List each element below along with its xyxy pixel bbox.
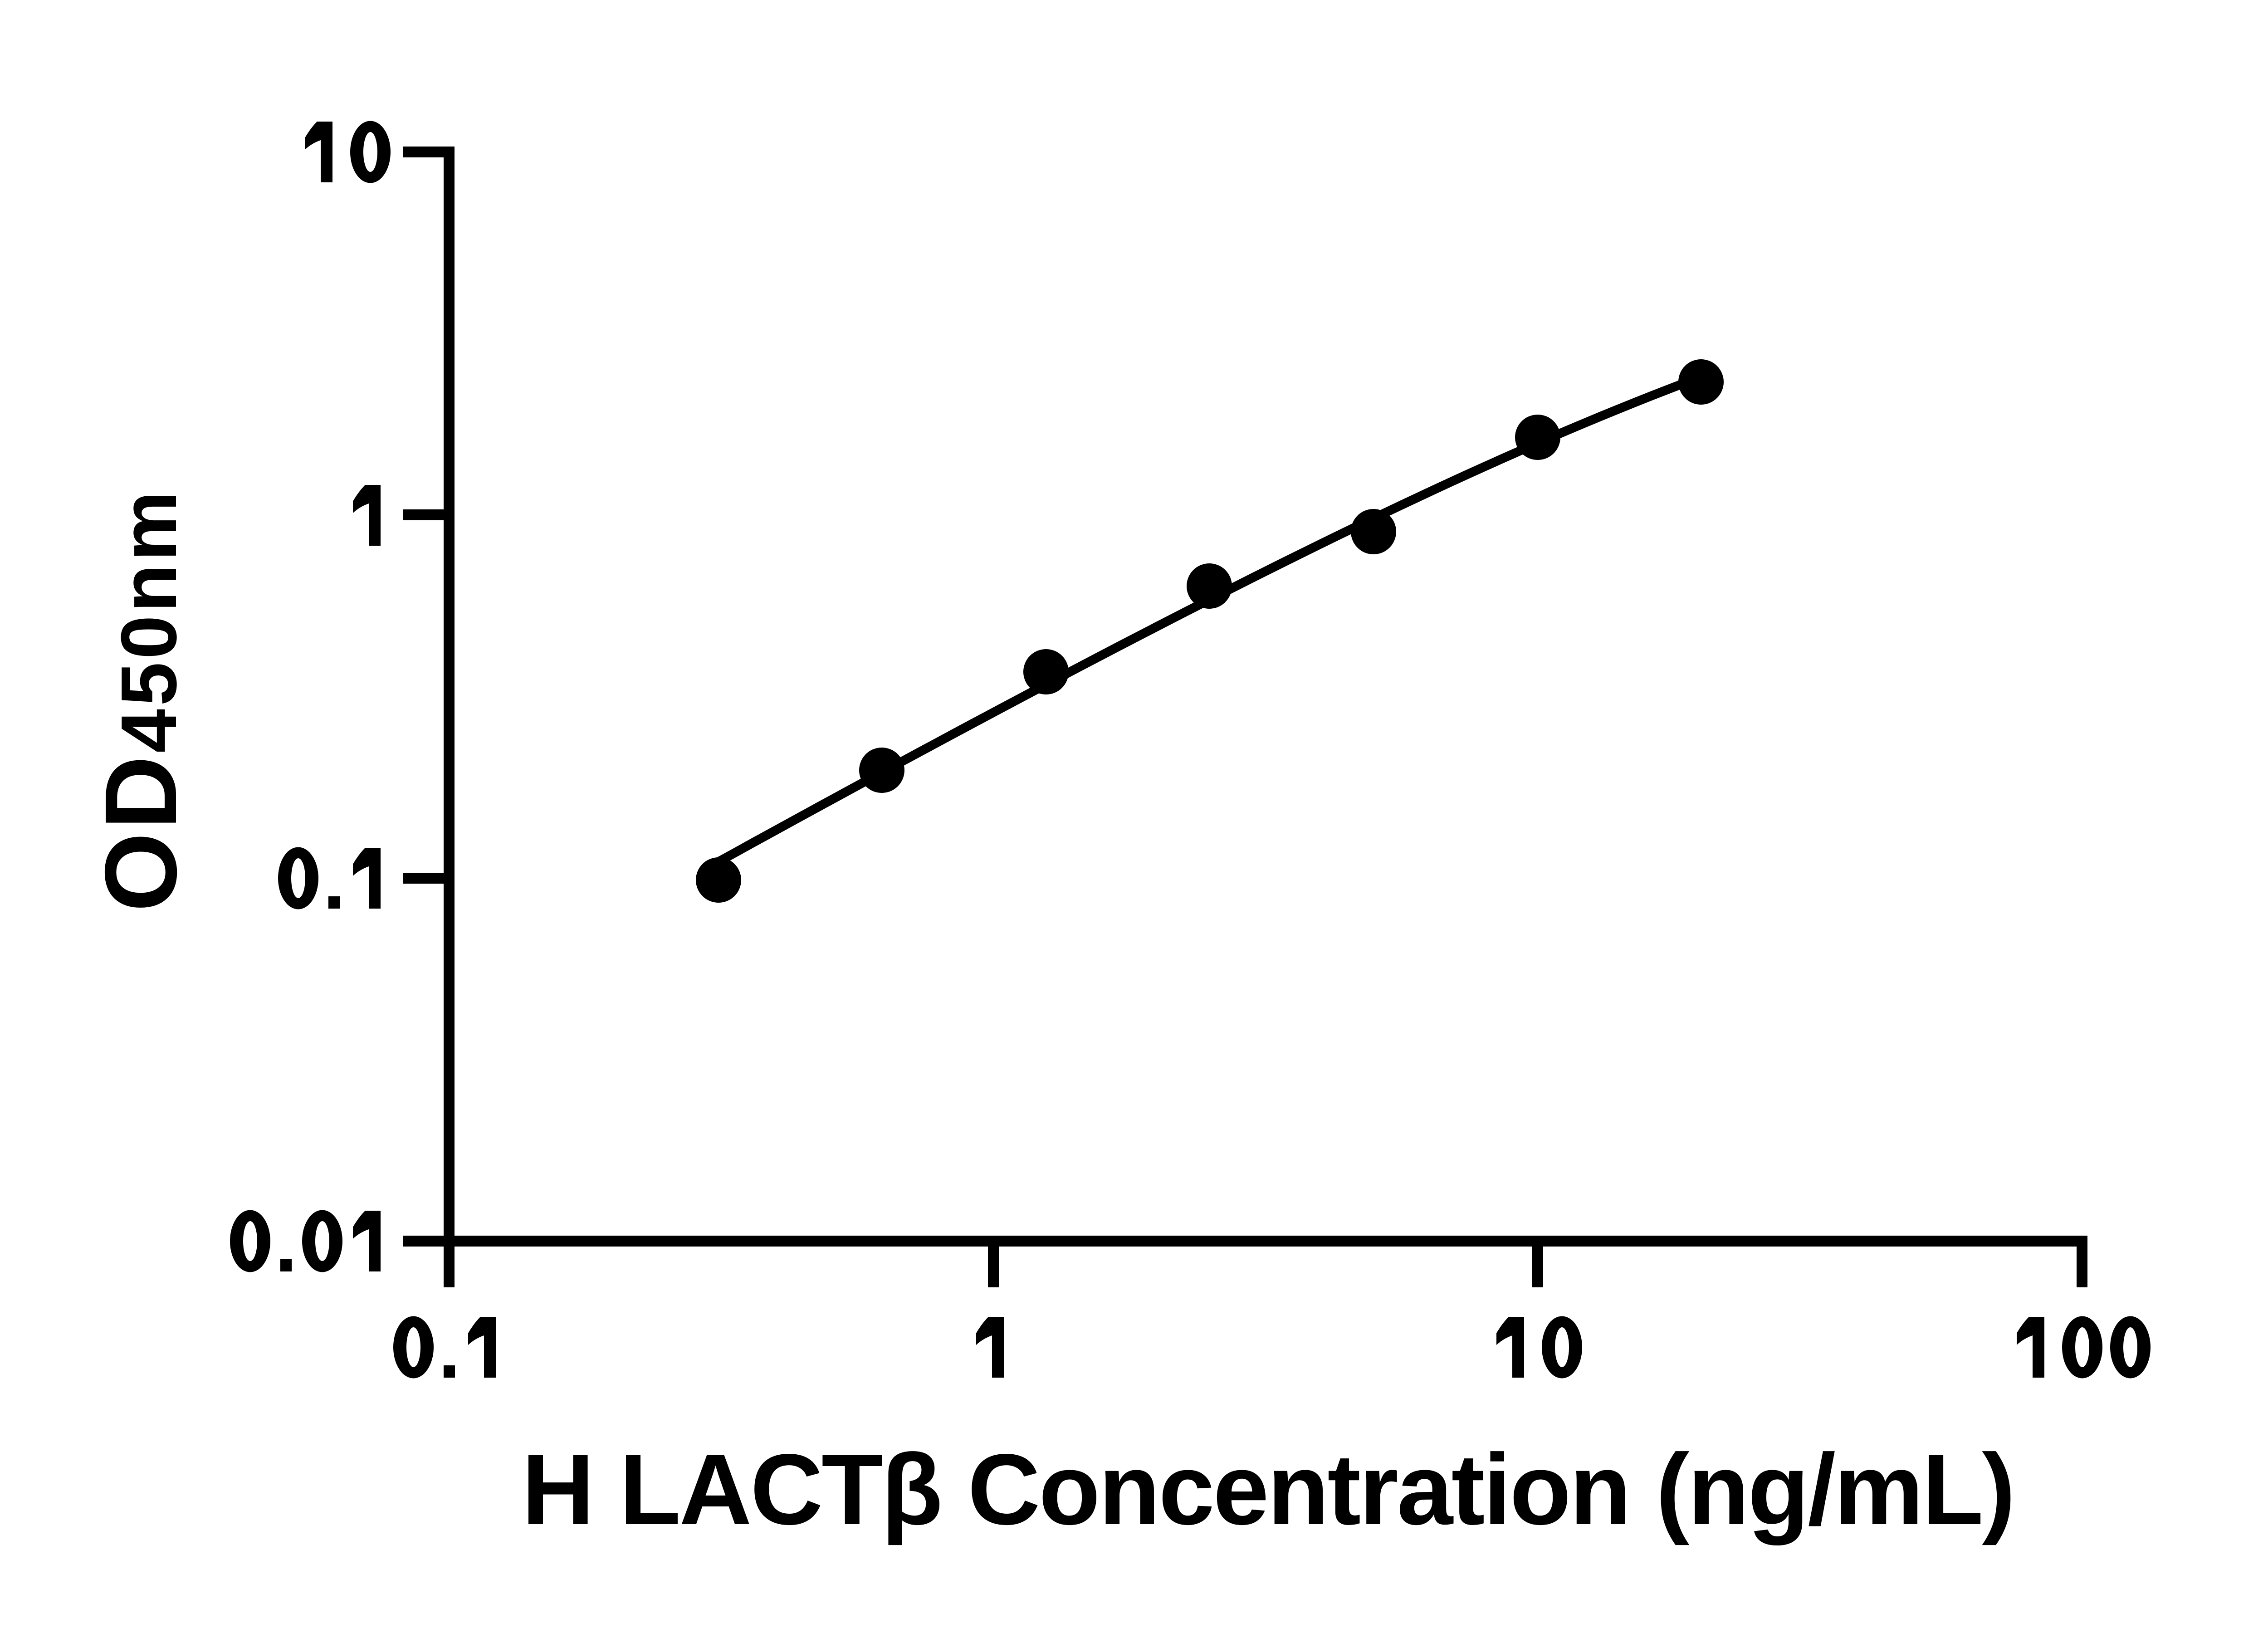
svg-text:OD450nm: OD450nm	[83, 488, 198, 912]
svg-text:H LACTβ Concentration (ng/mL): H LACTβ Concentration (ng/mL)	[522, 1433, 2014, 1546]
